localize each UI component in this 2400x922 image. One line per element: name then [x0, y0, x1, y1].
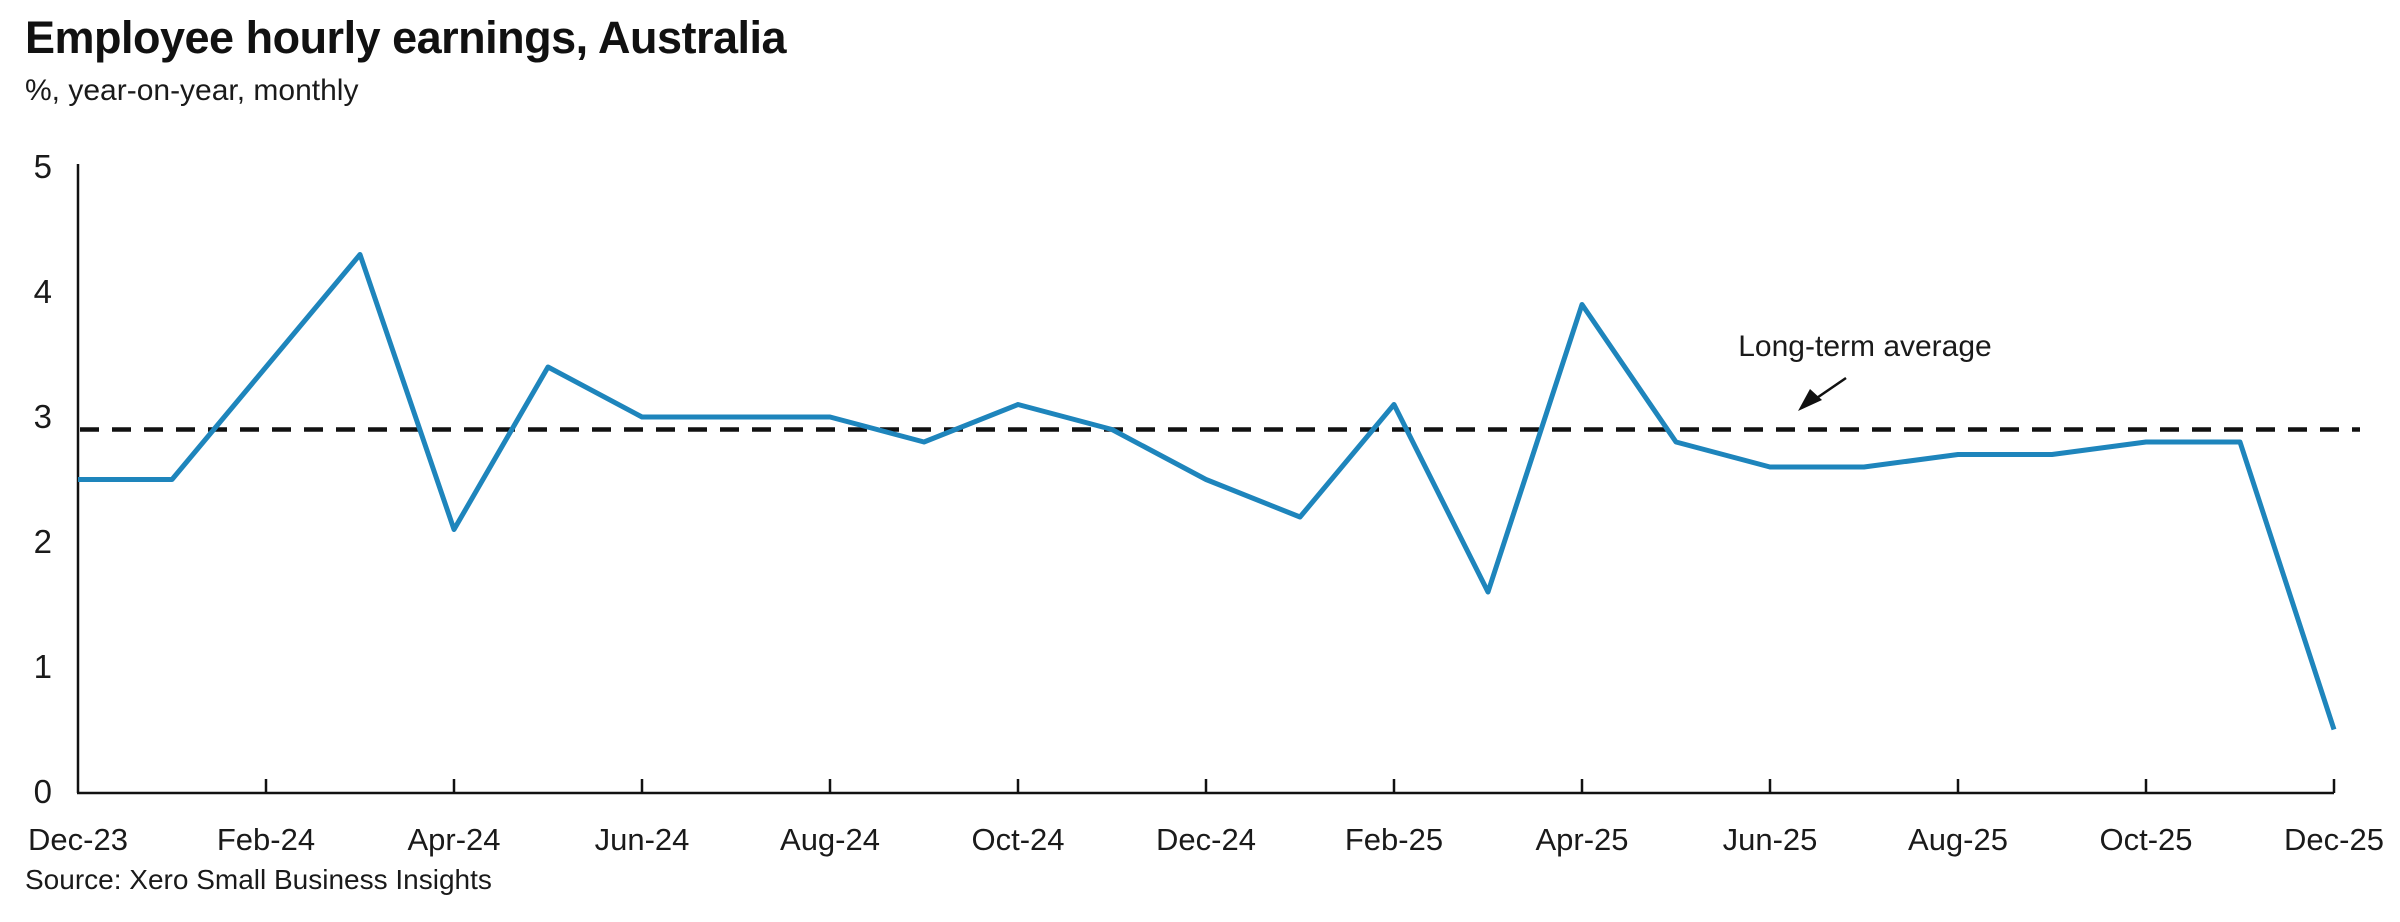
x-tick-label: Feb-25 — [1345, 822, 1443, 857]
chart-title: Employee hourly earnings, Australia — [25, 12, 787, 63]
x-tick-label: Jun-24 — [595, 822, 690, 857]
chart-subtitle: %, year-on-year, monthly — [25, 74, 359, 107]
x-tick-label: Jun-25 — [1723, 822, 1818, 857]
x-tick-label: Oct-24 — [971, 822, 1064, 857]
y-tick-label: 2 — [34, 523, 52, 560]
earnings-series-line — [78, 252, 2337, 731]
x-tick-label: Oct-25 — [2099, 822, 2192, 857]
source-note: Source: Xero Small Business Insights — [25, 864, 492, 895]
x-tick-label: Apr-24 — [407, 822, 500, 857]
annotation-label: Long-term average — [1738, 330, 1991, 363]
x-tick-label: Aug-24 — [780, 822, 880, 857]
y-tick-label: 5 — [34, 148, 52, 185]
y-tick-label: 0 — [34, 773, 52, 810]
x-tick-label: Dec-25 — [2284, 822, 2384, 857]
y-tick-label: 1 — [34, 648, 52, 685]
x-tick-label: Aug-25 — [1908, 822, 2008, 857]
x-tick-label: Dec-23 — [28, 822, 128, 857]
y-tick-label: 4 — [34, 273, 52, 310]
y-tick-label: 3 — [34, 398, 52, 435]
annotation-arrowhead-icon — [1798, 389, 1822, 411]
x-tick-label: Dec-24 — [1156, 822, 1256, 857]
x-tick-label: Apr-25 — [1535, 822, 1628, 857]
x-tick-label: Feb-24 — [217, 822, 315, 857]
